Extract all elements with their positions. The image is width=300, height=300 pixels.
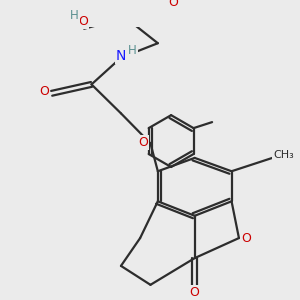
Text: O: O — [242, 232, 251, 244]
Text: H: H — [128, 44, 137, 57]
Text: O: O — [168, 0, 178, 9]
Text: H: H — [70, 9, 79, 22]
Text: O: O — [78, 15, 88, 28]
Text: O: O — [189, 286, 199, 299]
Text: O: O — [138, 136, 148, 148]
Text: CH₃: CH₃ — [273, 150, 294, 160]
Text: O: O — [39, 85, 49, 98]
Text: N: N — [116, 49, 126, 63]
